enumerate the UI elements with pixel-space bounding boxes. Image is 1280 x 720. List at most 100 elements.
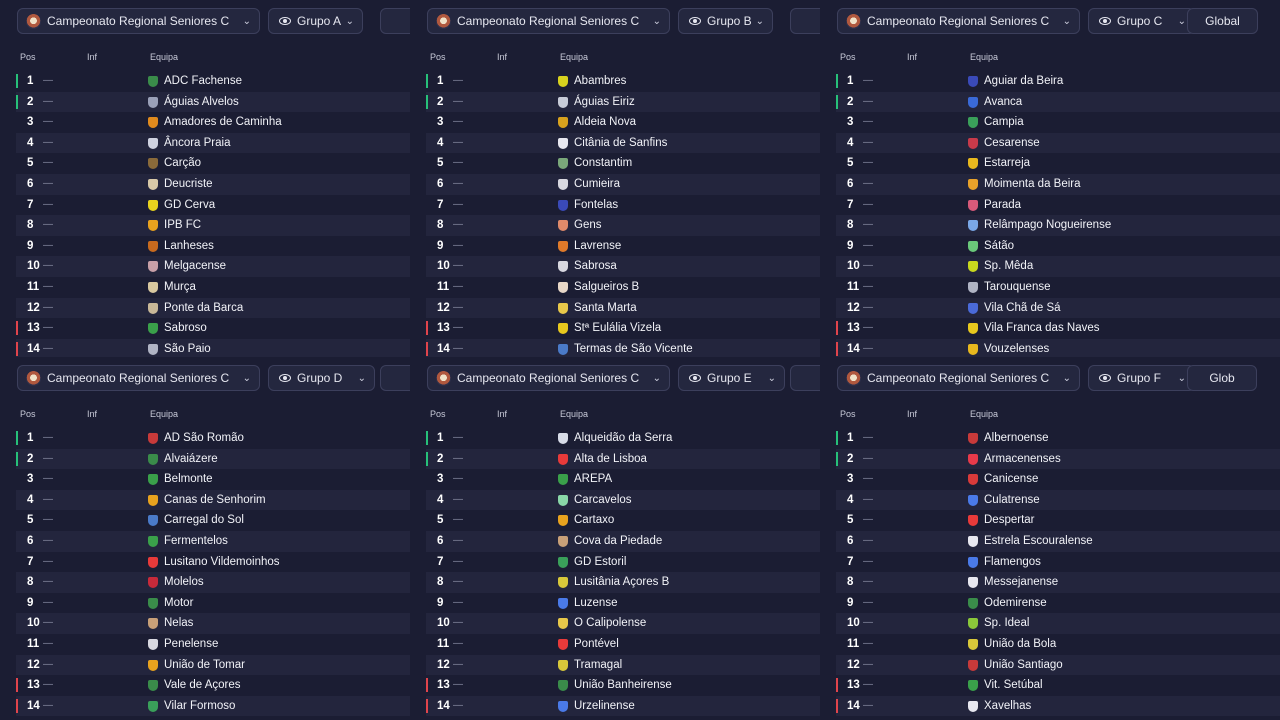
team-name[interactable]: São Paio [164,342,211,355]
table-row[interactable]: 1 — Albernoense [836,428,1280,449]
table-row[interactable]: 12— União de Tomar [16,654,410,676]
table-row[interactable]: 9 — Lavrense [426,236,820,257]
table-row[interactable]: 8 — Molelos [16,572,410,593]
team-name[interactable]: União da Bola [984,637,1057,650]
team-name[interactable]: Moimenta da Beira [984,177,1081,190]
table-row[interactable]: 2 — Avanca [836,91,1280,113]
team-name[interactable]: Vila Franca das Naves [984,322,1100,335]
table-row[interactable]: 4 — Âncora Praia [16,132,410,154]
table-row[interactable]: 1 — Abambres [426,71,820,92]
team-name[interactable]: União Santiago [984,658,1063,671]
global-button[interactable] [790,8,820,34]
table-row[interactable]: 7 — GD Cerva [16,195,410,216]
team-name[interactable]: Amadores de Caminha [164,116,282,129]
team-name[interactable]: Stª Eulália Vizela [574,322,662,335]
team-name[interactable]: Deucriste [164,177,213,190]
team-name[interactable]: Motor [164,596,194,609]
table-row[interactable]: 13— Vit. Setúbal [836,675,1280,696]
table-row[interactable]: 9 — Lanheses [16,236,410,257]
table-row[interactable]: 5 — Carregal do Sol [16,510,410,531]
team-name[interactable]: Alvaiázere [164,452,218,465]
global-button[interactable] [380,365,410,391]
team-name[interactable]: Cesarense [984,136,1040,149]
team-name[interactable]: Murça [164,280,196,293]
team-name[interactable]: Carção [164,157,202,170]
team-name[interactable]: Sabrosa [574,260,617,273]
table-row[interactable]: 13— Sabroso [16,318,410,339]
team-name[interactable]: Molelos [164,576,204,589]
team-name[interactable]: Vale de Açores [164,679,241,692]
team-name[interactable]: Sp. Mêda [984,260,1034,273]
table-row[interactable]: 8 — Lusitânia Açores B [426,572,820,593]
table-row[interactable]: 3 — Amadores de Caminha [16,112,410,133]
table-row[interactable]: 13— Stª Eulália Vizela [426,318,820,339]
table-row[interactable]: 13— Vila Franca das Naves [836,318,1280,339]
competition-dropdown[interactable]: Campeonato Regional Seniores C ⌄ [427,8,670,34]
competition-dropdown[interactable]: Campeonato Regional Seniores C ⌄ [427,365,670,391]
team-name[interactable]: Alta de Lisboa [574,452,647,465]
team-name[interactable]: Lusitânia Açores B [574,576,670,589]
team-name[interactable]: Belmonte [164,473,213,486]
team-name[interactable]: Relâmpago Nogueirense [984,219,1112,232]
team-name[interactable]: Carregal do Sol [164,514,244,527]
team-name[interactable]: Citânia de Sanfins [574,136,668,149]
team-name[interactable]: IPB FC [164,219,202,232]
table-row[interactable]: 5 — Carção [16,153,410,174]
table-row[interactable]: 12— União Santiago [836,654,1280,676]
table-row[interactable]: 14— Urzelinense [426,695,820,717]
table-row[interactable]: 1 — AD São Romão [16,428,410,449]
team-name[interactable]: Cumieira [574,177,621,190]
team-name[interactable]: Canicense [984,473,1039,486]
team-name[interactable]: Lusitano Vildemoinhos [164,555,280,568]
table-row[interactable]: 14— Termas de São Vicente [426,338,820,360]
table-row[interactable]: 11— União da Bola [836,634,1280,655]
table-row[interactable]: 7 — Parada [836,195,1280,216]
table-row[interactable]: 5 — Estarreja [836,153,1280,174]
table-row[interactable]: 3 — Belmonte [16,469,410,490]
team-name[interactable]: Tramagal [574,658,623,671]
table-row[interactable]: 6 — Deucriste [16,173,410,195]
team-name[interactable]: Albernoense [984,432,1049,444]
team-name[interactable]: Messejanense [984,576,1059,589]
team-name[interactable]: Lanheses [164,239,214,252]
table-row[interactable]: 11— Salgueiros B [426,277,820,298]
team-name[interactable]: Cartaxo [574,514,615,527]
group-dropdown[interactable]: Grupo D ⌄ [268,365,375,391]
team-name[interactable]: Parada [984,198,1022,211]
table-row[interactable]: 8 — Messejanense [836,572,1280,593]
team-name[interactable]: Melgacense [164,260,227,273]
team-name[interactable]: Lavrense [574,239,622,252]
table-row[interactable]: 14— São Paio [16,338,410,360]
table-row[interactable]: 14— Xavelhas [836,695,1280,717]
table-row[interactable]: 10— Melgacense [16,256,410,277]
team-name[interactable]: Despertar [984,514,1035,527]
table-row[interactable]: 6 — Estrela Escouralense [836,530,1280,552]
table-row[interactable]: 10— Sp. Mêda [836,256,1280,277]
table-row[interactable]: 3 — Campia [836,112,1280,133]
global-button[interactable] [790,365,820,391]
team-name[interactable]: Estrela Escouralense [984,534,1093,547]
table-row[interactable]: 11— Tarouquense [836,277,1280,298]
table-row[interactable]: 14— Vilar Formoso [16,695,410,717]
team-name[interactable]: Sp. Ideal [984,617,1030,630]
team-name[interactable]: Vouzelenses [984,342,1050,355]
table-row[interactable]: 12— Vila Chã de Sá [836,297,1280,319]
team-name[interactable]: Estarreja [984,157,1031,170]
group-dropdown[interactable]: Grupo C ⌄ [1088,8,1195,34]
team-name[interactable]: Luzense [574,596,618,609]
team-name[interactable]: Sátão [984,239,1015,252]
table-row[interactable]: 6 — Cova da Piedade [426,530,820,552]
team-name[interactable]: Armacenenses [984,452,1061,465]
team-name[interactable]: Campia [984,116,1024,129]
table-row[interactable]: 2 — Alvaiázere [16,448,410,470]
table-row[interactable]: 5 — Despertar [836,510,1280,531]
team-name[interactable]: Gens [574,219,602,232]
table-row[interactable]: 2 — Águias Eiriz [426,91,820,113]
table-row[interactable]: 10— Sp. Ideal [836,613,1280,634]
table-row[interactable]: 12— Ponte da Barca [16,297,410,319]
global-button[interactable] [380,8,410,34]
table-row[interactable]: 13— Vale de Açores [16,675,410,696]
team-name[interactable]: Âncora Praia [164,136,231,149]
table-row[interactable]: 3 — Canicense [836,469,1280,490]
global-button[interactable]: Global [1187,8,1258,34]
